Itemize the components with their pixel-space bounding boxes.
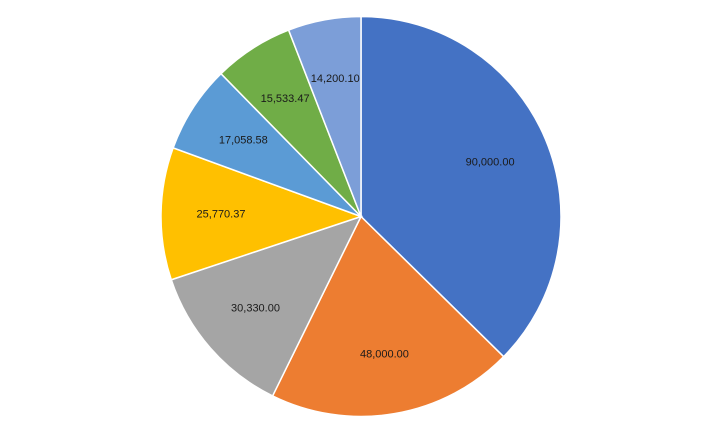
pie-slices xyxy=(160,15,562,418)
pie-slice-label-1: 90,000.00 xyxy=(466,156,515,168)
pie-slice-label-5: 17,058.58 xyxy=(219,135,268,147)
pie-data-labels: 90,000.00 48,000.00 30,330.00 25,770.37 17,0… xyxy=(197,73,515,361)
pie-slice-label-4: 25,770.37 xyxy=(197,208,246,220)
pie-slice-7 xyxy=(287,15,362,217)
pie-slice-label-7: 14,200.10 xyxy=(311,73,360,85)
pie-slice-1 xyxy=(360,15,562,358)
pie-slice-label-2: 48,000.00 xyxy=(360,348,409,360)
pie-slice-3 xyxy=(170,215,363,397)
pie-slice-4 xyxy=(160,146,364,281)
pie-slice-label-3: 30,330.00 xyxy=(231,302,280,314)
pie-slice-2 xyxy=(271,215,505,418)
pie-slice-label-6: 15,533.47 xyxy=(261,93,310,105)
